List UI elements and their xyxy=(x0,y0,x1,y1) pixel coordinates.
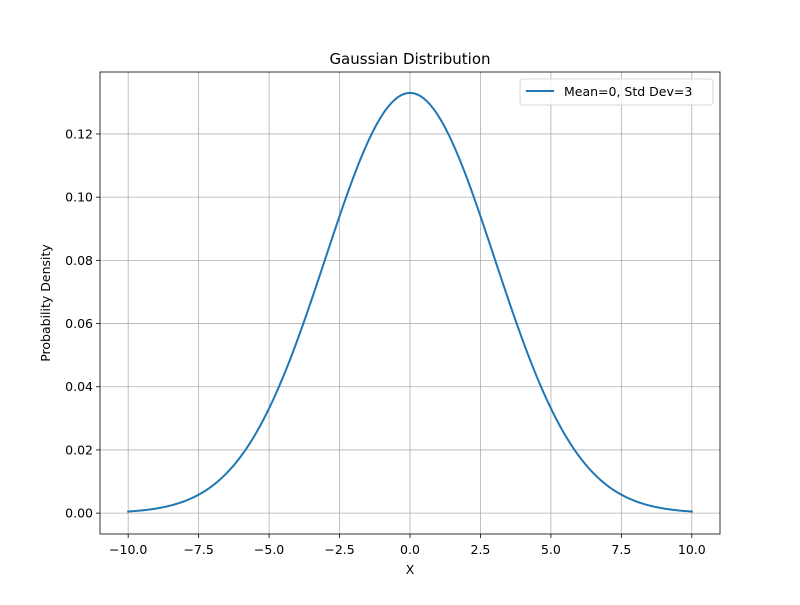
series-line xyxy=(127,91,693,513)
series-layer xyxy=(127,91,693,513)
y-tick-label: 0.00 xyxy=(65,506,93,521)
x-tick-label: −7.5 xyxy=(183,542,213,557)
y-tick-label: 0.06 xyxy=(65,316,93,331)
legend-label: Mean=0, Std Dev=3 xyxy=(564,84,692,99)
x-tick-label: 2.5 xyxy=(471,542,491,557)
x-tick-layer: −10.0 −7.5 −5.0 −2.5 0.0 2.5 5.0 7.5 10.0 xyxy=(109,534,706,557)
x-tick-label: 5.0 xyxy=(541,542,561,557)
legend-box xyxy=(519,78,714,106)
x-tick-label: −2.5 xyxy=(324,542,354,557)
y-tick-label: 0.04 xyxy=(65,379,93,394)
x-tick-label: 7.5 xyxy=(611,542,631,557)
legend: Mean=0, Std Dev=3 xyxy=(519,78,714,106)
y-tick-layer: 0.00 0.02 0.04 0.06 0.08 0.10 0.12 xyxy=(65,126,100,521)
x-tick-label: −10.0 xyxy=(109,542,147,557)
y-axis-label: Probability Density xyxy=(38,244,53,362)
x-tick-label: 10.0 xyxy=(678,542,706,557)
y-tick-label: 0.10 xyxy=(65,190,93,205)
y-tick-label: 0.08 xyxy=(65,253,93,268)
chart-title: Gaussian Distribution xyxy=(329,50,490,68)
y-tick-label: 0.02 xyxy=(65,442,93,457)
x-tick-label: −5.0 xyxy=(254,542,284,557)
grid-layer xyxy=(100,72,720,534)
y-tick-label: 0.12 xyxy=(65,126,93,141)
x-tick-label: 0.0 xyxy=(400,542,420,557)
x-axis-label: X xyxy=(406,562,415,577)
